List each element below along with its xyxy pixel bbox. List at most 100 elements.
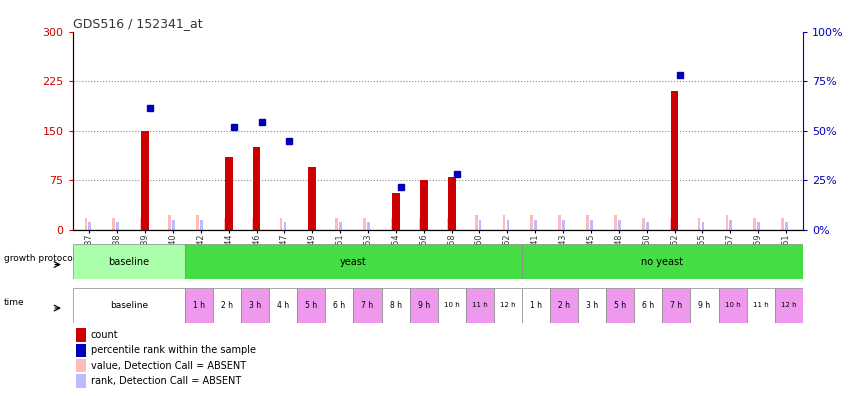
Bar [561,221,565,230]
Bar [307,218,310,230]
Text: count: count [90,330,118,340]
Bar [395,222,397,230]
Bar [589,221,592,230]
Text: 5 h: 5 h [305,301,317,310]
Bar [613,215,616,230]
Bar [474,215,477,230]
Bar [784,222,787,230]
Bar [634,288,662,323]
Bar [450,222,453,230]
Bar [73,288,185,323]
Bar [196,215,199,230]
Text: baseline: baseline [109,301,148,310]
Bar [728,221,731,230]
Bar [73,244,185,279]
Text: 8 h: 8 h [389,301,401,310]
Bar [577,288,606,323]
Bar [76,374,86,388]
Bar [746,288,774,323]
Bar [689,288,717,323]
Text: 6 h: 6 h [641,301,653,310]
Text: time: time [3,298,24,307]
Bar [478,221,481,230]
Text: 5 h: 5 h [613,301,625,310]
Bar [645,222,648,230]
Bar [335,218,338,230]
Bar [223,218,226,230]
Bar [465,288,493,323]
Bar [185,288,212,323]
Bar [76,328,86,342]
Bar [113,218,115,230]
Bar [185,244,521,279]
Bar [752,218,756,230]
Bar [76,359,86,372]
Bar [269,288,297,323]
Bar [76,344,86,357]
Bar [618,221,620,230]
Bar [662,288,689,323]
Bar [311,222,314,230]
Text: 10 h: 10 h [724,302,740,308]
Text: rank, Detection Call = ABSENT: rank, Detection Call = ABSENT [90,376,241,386]
Bar [212,288,241,323]
Bar [325,288,353,323]
Text: 9 h: 9 h [417,301,429,310]
Text: 11 h: 11 h [472,302,487,308]
Text: value, Detection Call = ABSENT: value, Detection Call = ABSENT [90,361,246,371]
Text: 12 h: 12 h [500,302,515,308]
Text: 3 h: 3 h [249,301,261,310]
Bar [506,221,508,230]
Text: 12 h: 12 h [780,302,796,308]
Bar [308,167,316,230]
Bar [502,215,505,230]
Bar [549,288,577,323]
Text: 11 h: 11 h [751,302,768,308]
Bar [606,288,634,323]
Text: 2 h: 2 h [557,301,570,310]
Bar [391,218,393,230]
Bar [530,215,532,230]
Bar [780,218,783,230]
Text: no yeast: no yeast [641,257,682,267]
Bar [279,218,282,230]
Bar [89,222,91,230]
Bar [422,222,425,230]
Text: percentile rank within the sample: percentile rank within the sample [90,345,255,355]
Bar [367,222,369,230]
Bar [141,131,148,230]
Text: 6 h: 6 h [333,301,345,310]
Bar [420,180,427,230]
Text: 7 h: 7 h [670,301,682,310]
Bar [353,288,381,323]
Text: growth protocol: growth protocol [3,255,75,263]
Text: GDS516 / 152341_at: GDS516 / 152341_at [73,17,202,30]
Bar [585,215,589,230]
Bar [241,288,269,323]
Bar [224,157,232,230]
Bar [84,218,87,230]
Bar [172,221,175,230]
Bar [116,222,119,230]
Bar [363,218,366,230]
Text: 7 h: 7 h [361,301,373,310]
Text: 10 h: 10 h [444,302,459,308]
Bar [558,215,560,230]
Bar [446,218,450,230]
Bar [144,222,147,230]
Bar [252,147,260,230]
Bar [701,222,704,230]
Text: 3 h: 3 h [585,301,597,310]
Bar [140,218,143,230]
Bar [774,288,802,323]
Bar [255,222,258,230]
Bar [725,215,728,230]
Bar [252,218,254,230]
Text: 4 h: 4 h [277,301,289,310]
Text: yeast: yeast [339,257,367,267]
Bar [228,222,230,230]
Bar [437,288,465,323]
Text: 9 h: 9 h [698,301,710,310]
Bar [283,222,286,230]
Bar [534,221,537,230]
